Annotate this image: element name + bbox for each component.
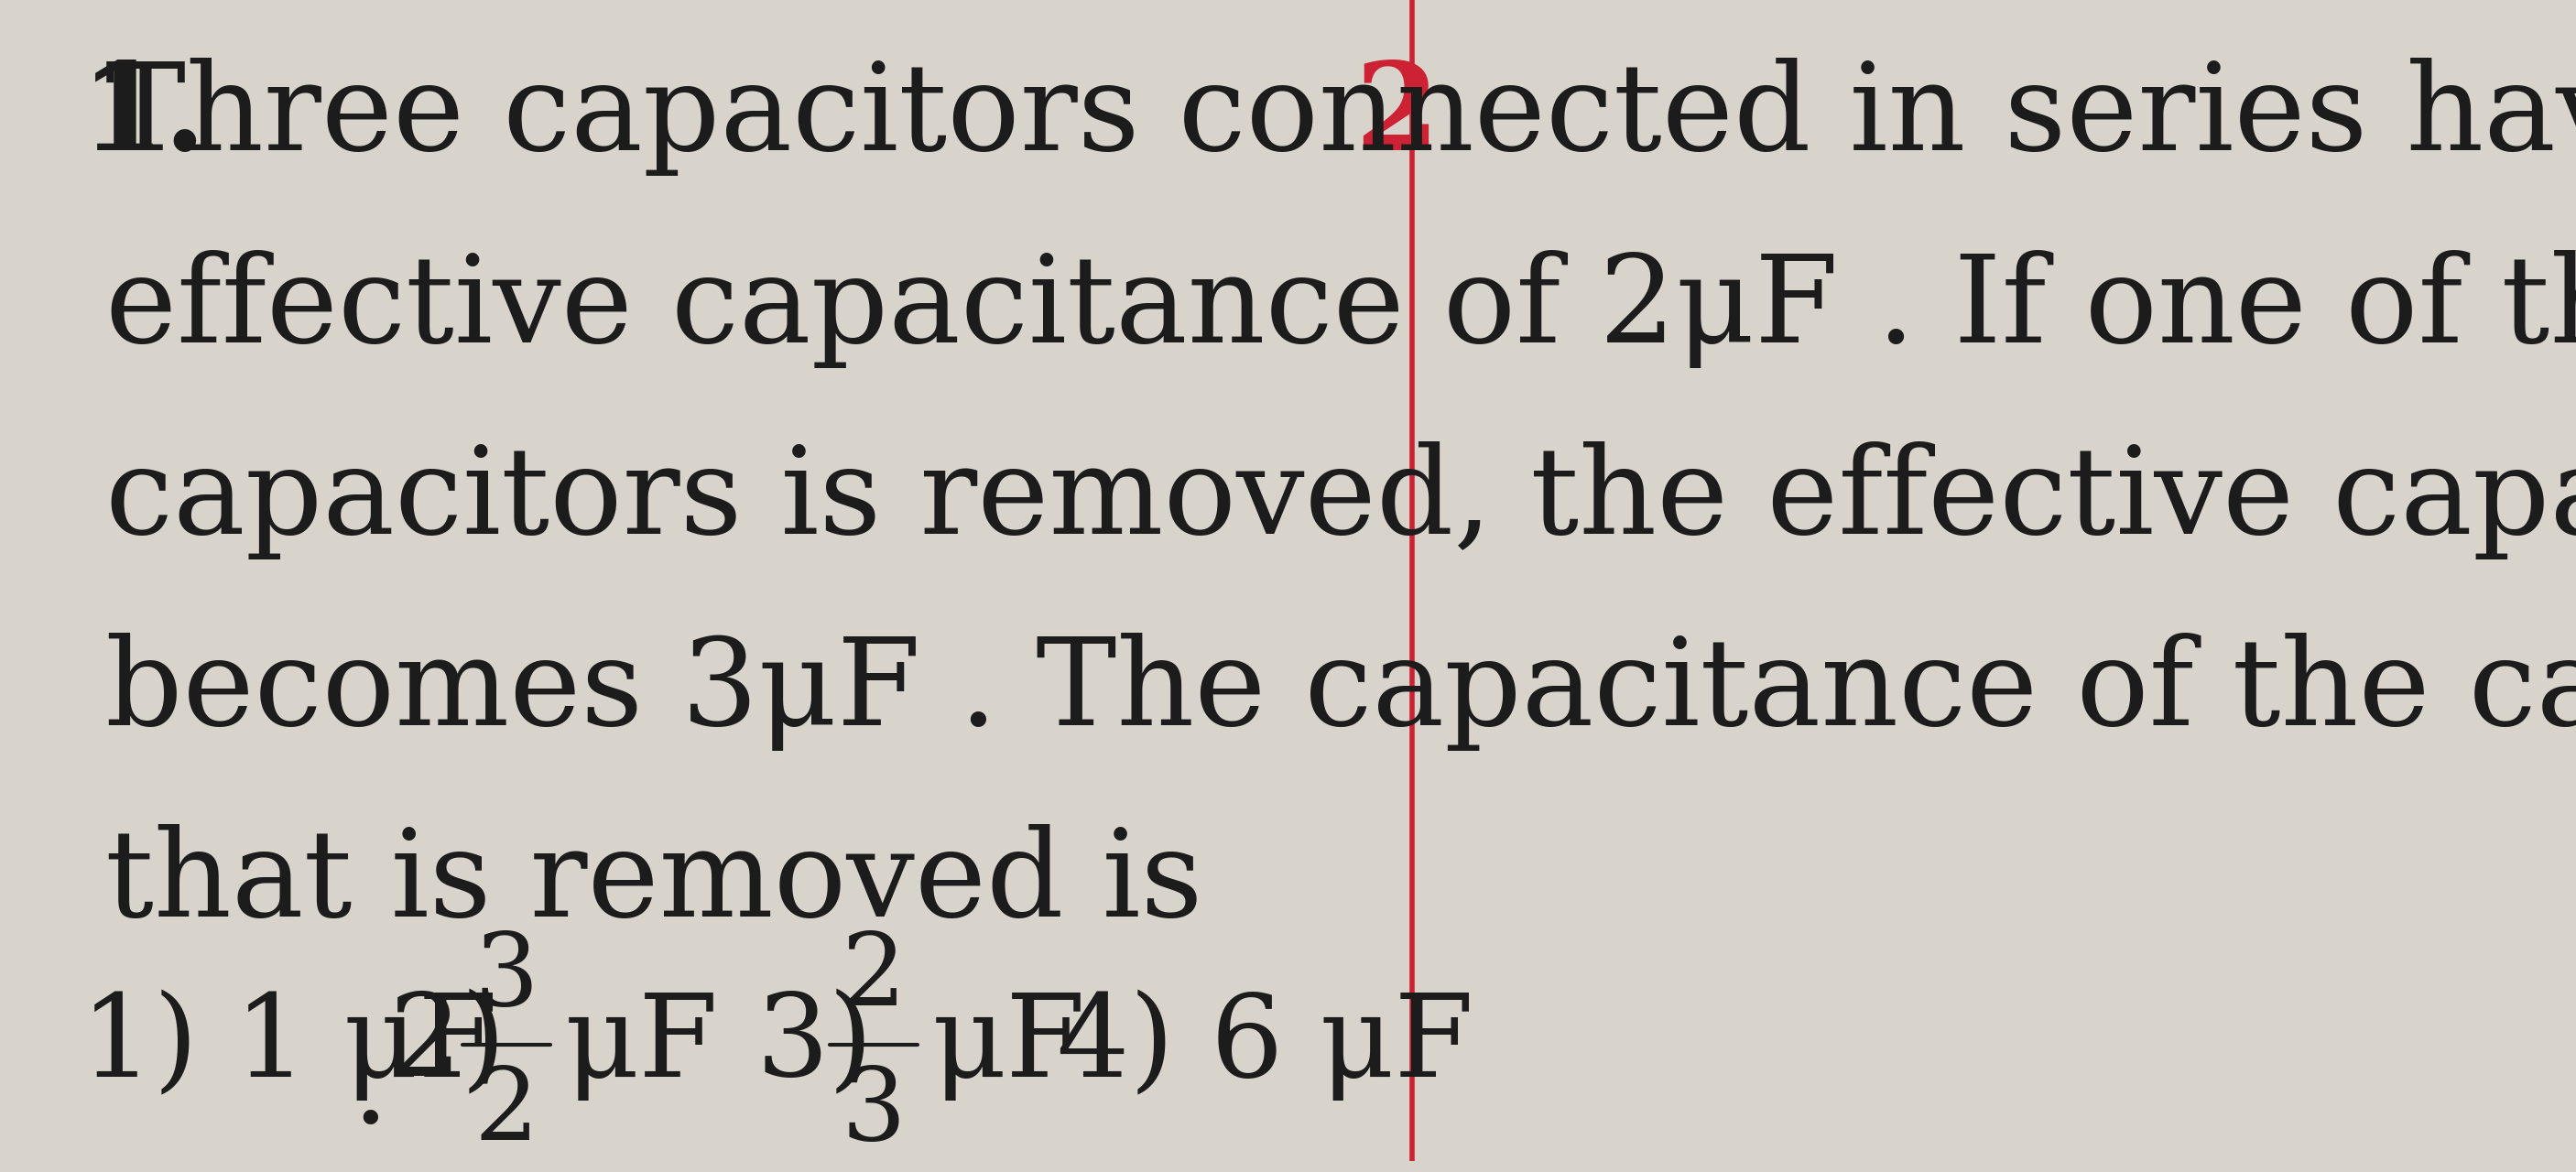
Text: effective capacitance of 2μF . If one of the: effective capacitance of 2μF . If one of… bbox=[106, 250, 2576, 368]
Text: 2: 2 bbox=[842, 928, 907, 1027]
Text: 1) 1 μF: 1) 1 μF bbox=[80, 989, 497, 1101]
Text: becomes 3μF . The capacitance of the capacitor: becomes 3μF . The capacitance of the cap… bbox=[106, 633, 2576, 751]
Text: 1.: 1. bbox=[80, 59, 206, 176]
Text: .: . bbox=[353, 1036, 389, 1146]
Text: 3: 3 bbox=[474, 928, 538, 1027]
Text: 2: 2 bbox=[1355, 59, 1437, 176]
Text: 3: 3 bbox=[842, 1063, 907, 1161]
Text: Three capacitors connected in series have an: Three capacitors connected in series hav… bbox=[106, 59, 2576, 176]
Text: 2): 2) bbox=[389, 989, 507, 1101]
Text: μF: μF bbox=[564, 989, 719, 1101]
Text: 3): 3) bbox=[755, 989, 873, 1101]
Text: 4) 6 μF: 4) 6 μF bbox=[1056, 989, 1473, 1101]
Text: 2: 2 bbox=[474, 1063, 538, 1161]
Text: μF: μF bbox=[933, 989, 1087, 1101]
Text: that is removed is: that is removed is bbox=[106, 824, 1203, 942]
Text: capacitors is removed, the effective capacitance: capacitors is removed, the effective cap… bbox=[106, 441, 2576, 559]
